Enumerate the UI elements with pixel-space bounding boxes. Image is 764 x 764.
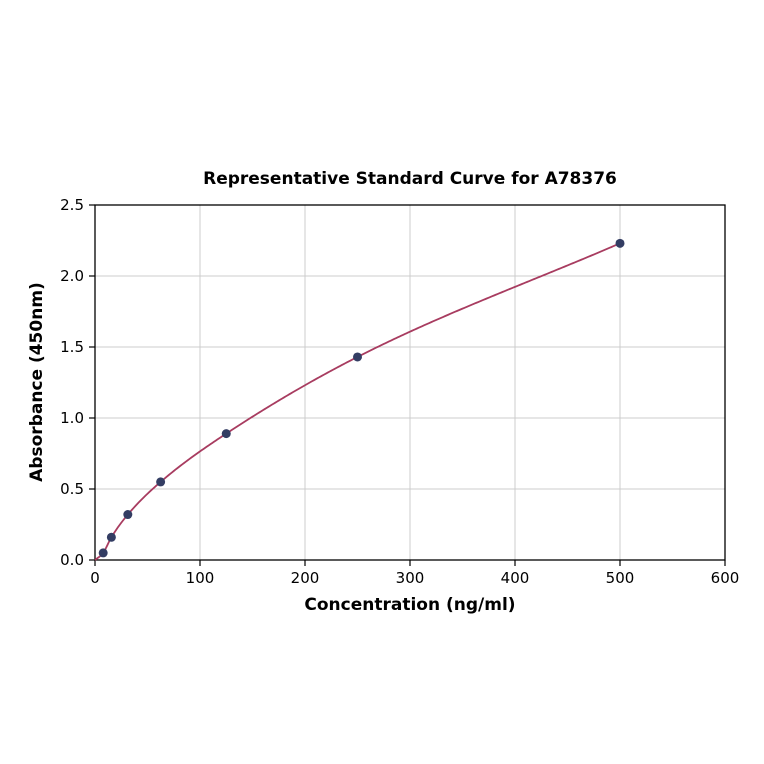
x-tick-label: 600 <box>711 569 740 587</box>
y-tick-label: 1.5 <box>60 338 84 356</box>
grid-lines <box>94 204 726 561</box>
chart-title: Representative Standard Curve for A78376 <box>203 169 617 189</box>
y-tick-label: 0.0 <box>60 551 84 569</box>
x-axis-label: Concentration (ng/ml) <box>304 595 515 615</box>
y-axis-label: Absorbance (450nm) <box>27 282 47 482</box>
x-tick-label: 400 <box>501 569 530 587</box>
x-tick-label: 100 <box>186 569 215 587</box>
data-point <box>98 548 108 558</box>
data-point <box>353 352 362 362</box>
axis-ticks <box>89 204 726 566</box>
data-point <box>106 532 116 542</box>
x-tick-label: 500 <box>606 569 635 587</box>
data-point <box>156 477 166 487</box>
y-tick-label: 1.0 <box>60 409 84 427</box>
data-point <box>615 238 625 248</box>
data-series <box>94 238 625 561</box>
x-tick-label: 0 <box>90 569 100 587</box>
x-tick-label: 300 <box>396 569 425 587</box>
y-tick-label: 2.0 <box>60 267 84 285</box>
standard-curve-line <box>94 242 621 561</box>
y-tick-label: 2.5 <box>60 196 84 214</box>
y-tick-label: 0.5 <box>60 480 84 498</box>
x-tick-label: 200 <box>291 569 320 587</box>
data-point <box>123 510 133 520</box>
data-point <box>221 429 231 439</box>
tick-labels: 0 100 200 300 400 500 600 0.0 0.5 1.0 1.5 2.0 2.5 <box>60 196 739 587</box>
